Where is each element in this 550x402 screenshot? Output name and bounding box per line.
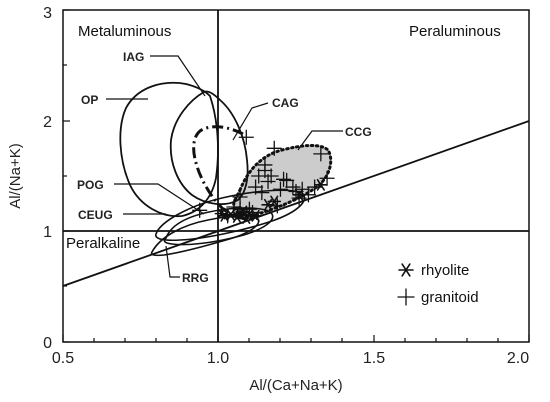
x-tick-label: 0.5 xyxy=(52,350,74,367)
rhyolite-point xyxy=(267,195,282,208)
granitoid-point xyxy=(306,179,323,195)
granitoid-point xyxy=(257,157,273,173)
field-label-cag: CAG xyxy=(272,96,299,110)
granitoid-point xyxy=(279,172,295,189)
granitoid-point xyxy=(232,189,248,205)
field-label-pog: POG xyxy=(77,178,104,192)
leader-iag xyxy=(150,55,206,97)
granitoid-point xyxy=(272,181,289,197)
y-tick-label: 1 xyxy=(43,224,52,241)
region-label-peralkaline: Peralkaline xyxy=(66,235,140,252)
leader-ccg xyxy=(297,130,343,151)
y-axis-title: Al/(Na+K) xyxy=(7,143,24,208)
field-op xyxy=(119,81,219,218)
leader-rrg xyxy=(165,245,180,278)
x-tick-label: 1.5 xyxy=(363,350,385,367)
field-label-iag: IAG xyxy=(123,50,144,64)
granitoid-point xyxy=(192,202,208,218)
data-points xyxy=(192,129,335,224)
granitoid-point xyxy=(319,170,335,186)
reference-line-diagonal xyxy=(62,120,530,287)
legend-marker-granitoid xyxy=(397,288,415,306)
granitoid-point xyxy=(275,171,292,187)
x-tick-label: 1.0 xyxy=(207,350,229,367)
granitoid-point xyxy=(269,198,286,214)
y-tick-label: 0 xyxy=(43,335,52,352)
x-tick-label: 2.0 xyxy=(507,350,529,367)
granitoid-point xyxy=(241,201,258,217)
region-label-metaluminous: Metaluminous xyxy=(78,23,171,40)
leader-cag xyxy=(232,102,269,141)
field-label-rrg: RRG xyxy=(182,271,209,285)
granitoid-point xyxy=(288,183,304,200)
field-cag xyxy=(192,125,259,221)
field-pog xyxy=(155,189,306,242)
field-rrg xyxy=(150,214,260,257)
granitoid-point xyxy=(254,184,270,201)
granitoid-point xyxy=(238,129,254,145)
leader-pog xyxy=(114,183,205,215)
y-tick-label: 3 xyxy=(43,5,52,22)
legend-marker-rhyolite xyxy=(398,263,414,277)
legend-symbol-rhyolite xyxy=(398,263,414,277)
legend-symbol-granitoid xyxy=(397,288,415,306)
granitoid-point xyxy=(251,168,267,184)
field-label-ccg: CCG xyxy=(345,125,372,139)
granitoid-point xyxy=(294,181,310,197)
field-iag xyxy=(169,90,249,206)
legend-label-rhyolite: rhyolite xyxy=(421,262,469,279)
granitoid-point xyxy=(244,204,261,221)
granitoid-point xyxy=(260,173,276,190)
legend: rhyolite granitoid xyxy=(397,262,479,306)
legend-label-granitoid: granitoid xyxy=(421,289,479,306)
granitoid-point xyxy=(300,187,317,203)
granitoid-point xyxy=(226,199,242,215)
granitoid-point xyxy=(263,168,279,184)
field-label-ceug: CEUG xyxy=(78,208,113,222)
granitoid-point xyxy=(313,146,329,162)
leader-lines xyxy=(106,55,343,278)
y-tick-label: 2 xyxy=(43,114,52,131)
granitoid-point xyxy=(266,140,282,156)
rhyolite-point xyxy=(314,178,328,191)
region-label-peraluminous: Peraluminous xyxy=(409,23,501,40)
field-ceug xyxy=(163,207,274,246)
field-label-op: OP xyxy=(81,93,98,107)
granitoid-point xyxy=(291,190,307,206)
x-axis-title: Al/(Ca+Na+K) xyxy=(249,377,342,394)
granitoid-point xyxy=(220,208,236,224)
granitoid-point xyxy=(247,179,264,195)
